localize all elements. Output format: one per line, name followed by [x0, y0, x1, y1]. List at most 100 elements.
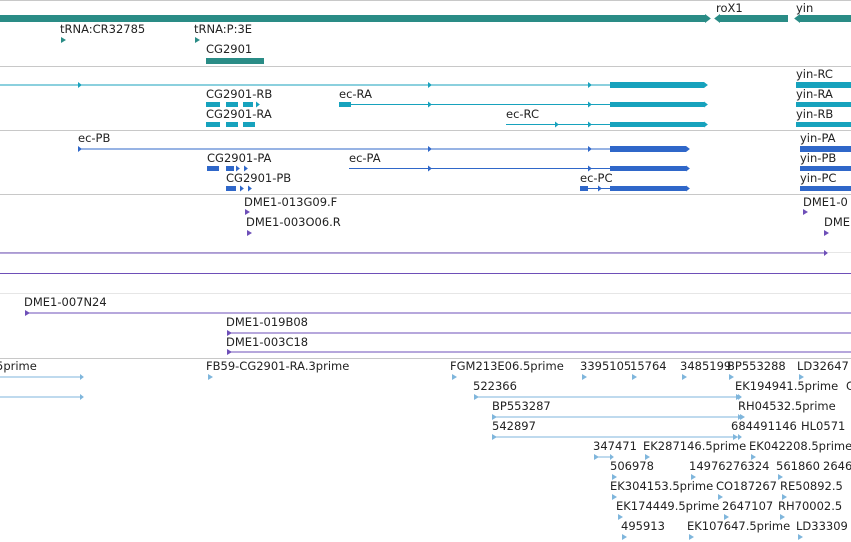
feature-marker-icon[interactable] — [799, 374, 804, 380]
feature-marker-icon[interactable] — [622, 534, 627, 540]
strand-arrow-right-icon — [704, 121, 708, 128]
feature-marker-icon[interactable] — [612, 474, 617, 480]
exon-block[interactable] — [610, 122, 704, 127]
feature-marker-icon[interactable] — [582, 374, 587, 380]
exon-block[interactable] — [580, 186, 588, 191]
gene-bar-cg2901[interactable] — [206, 58, 264, 64]
strand-arrow-right-icon — [80, 394, 84, 400]
exon-block[interactable] — [610, 186, 686, 191]
transcript-label-yin-pc: yin-PC — [800, 171, 836, 185]
strand-arrow-right-icon — [588, 101, 592, 108]
exon-block[interactable] — [243, 102, 253, 107]
exon-block[interactable] — [226, 122, 238, 127]
exon-block[interactable] — [339, 102, 351, 107]
feature-marker-icon[interactable] — [492, 414, 497, 420]
strand-arrow-right-icon — [824, 250, 828, 256]
exon-block[interactable] — [800, 146, 851, 152]
strand-arrow-right-icon — [588, 82, 592, 88]
exon-block[interactable] — [243, 122, 255, 127]
feature-marker-icon[interactable] — [61, 37, 66, 43]
feature-marker-icon[interactable] — [195, 37, 200, 43]
exon-block[interactable] — [206, 102, 220, 107]
strand-arrow-right-icon — [686, 146, 690, 152]
gene-label-rox1: roX1 — [716, 1, 743, 15]
gene-bar-rox1[interactable] — [720, 15, 788, 22]
feature-marker-icon[interactable] — [733, 434, 738, 440]
est-label-2646: 2646 — [823, 459, 851, 473]
strand-arrow-left-icon — [714, 14, 720, 23]
feature-marker-icon[interactable] — [782, 494, 787, 500]
feature-marker-icon[interactable] — [740, 414, 745, 420]
feature-marker-icon[interactable] — [245, 209, 250, 215]
exon-block[interactable] — [796, 122, 851, 127]
strand-arrow-right-icon — [610, 454, 614, 460]
transcript-label-cg2901-pa: CG2901-PA — [207, 151, 272, 165]
est-label-14976276324: 14976276324 — [689, 459, 769, 473]
feature-marker-icon[interactable] — [824, 230, 829, 236]
exon-block[interactable] — [610, 166, 686, 171]
exon-block[interactable] — [226, 102, 238, 107]
transcript-label-cg2901-ra: CG2901-RA — [206, 107, 272, 121]
strand-arrow-right-icon — [78, 82, 82, 88]
exon-block[interactable] — [610, 102, 704, 107]
feature-marker-icon[interactable] — [778, 474, 783, 480]
strand-arrow-right-icon — [428, 82, 432, 88]
clone-label-dme1-003c18: DME1-003C18 — [226, 335, 308, 349]
feature-marker-icon[interactable] — [718, 494, 723, 500]
est-label-re50892-5: RE50892.5 — [780, 479, 843, 493]
strand-arrow-right-icon — [704, 101, 708, 108]
strand-arrow-right-icon — [236, 165, 240, 172]
feature-marker-icon[interactable] — [594, 454, 599, 460]
exon-block[interactable] — [800, 166, 851, 171]
feature-marker-icon[interactable] — [724, 514, 729, 520]
feature-marker-icon[interactable] — [729, 374, 734, 380]
est-label-2647107: 2647107 — [722, 499, 773, 513]
feature-marker-icon[interactable] — [751, 454, 756, 460]
feature-marker-icon[interactable] — [736, 394, 741, 400]
exon-block[interactable] — [226, 166, 234, 171]
feature-marker-icon[interactable] — [798, 534, 803, 540]
feature-marker-icon[interactable] — [803, 209, 808, 215]
feature-marker-icon[interactable] — [247, 230, 252, 236]
transcript-label-cg2901-rb: CG2901-RB — [206, 87, 272, 101]
exon-block[interactable] — [226, 186, 236, 191]
transcript-label-yin-pa: yin-PA — [800, 131, 836, 145]
exon-block[interactable] — [796, 102, 851, 107]
feature-marker-icon[interactable] — [645, 454, 650, 460]
feature-marker-icon[interactable] — [452, 374, 457, 380]
exon-block[interactable] — [610, 82, 704, 88]
strand-arrow-right-icon — [588, 121, 592, 128]
feature-marker-icon[interactable] — [492, 434, 497, 440]
est-label-co187267: CO187267 — [716, 479, 777, 493]
est-label-542897: 542897 — [492, 419, 536, 433]
exon-block[interactable] — [796, 82, 851, 88]
gene-bar[interactable] — [0, 15, 705, 22]
est-label-5prime: 5prime — [0, 359, 37, 373]
feature-marker-icon[interactable] — [682, 374, 687, 380]
feature-marker-icon[interactable] — [691, 474, 696, 480]
est-label-ek194941-5prime: EK194941.5prime — [735, 379, 838, 393]
strand-arrow-right-icon — [428, 101, 432, 108]
feature-marker-icon[interactable] — [618, 514, 623, 520]
exon-block[interactable] — [610, 146, 686, 152]
transcript-label-yin-rb: yin-RB — [796, 107, 833, 121]
clone-label-dme1-013g09f: DME1-013G09.F — [244, 195, 337, 209]
gene-bar-yin[interactable] — [800, 15, 851, 22]
transcript-label-yin-ra: yin-RA — [796, 87, 833, 101]
exon-block[interactable] — [207, 166, 219, 171]
strand-arrow-right-icon — [78, 146, 82, 152]
exon-block[interactable] — [800, 186, 851, 191]
feature-marker-icon[interactable] — [612, 494, 617, 500]
feature-marker-icon[interactable] — [689, 534, 694, 540]
feature-marker-icon[interactable] — [208, 374, 213, 380]
strand-arrow-right-icon — [240, 185, 244, 192]
feature-marker-icon[interactable] — [474, 394, 479, 400]
strand-arrow-right-icon — [588, 146, 592, 152]
strand-arrow-right-icon — [686, 185, 690, 192]
est-label-rh70002-5: RH70002.5 — [778, 499, 842, 513]
strand-arrow-right-icon — [256, 101, 260, 108]
feature-marker-icon[interactable] — [632, 374, 637, 380]
exon-block[interactable] — [206, 122, 220, 127]
feature-marker-icon[interactable] — [780, 514, 785, 520]
